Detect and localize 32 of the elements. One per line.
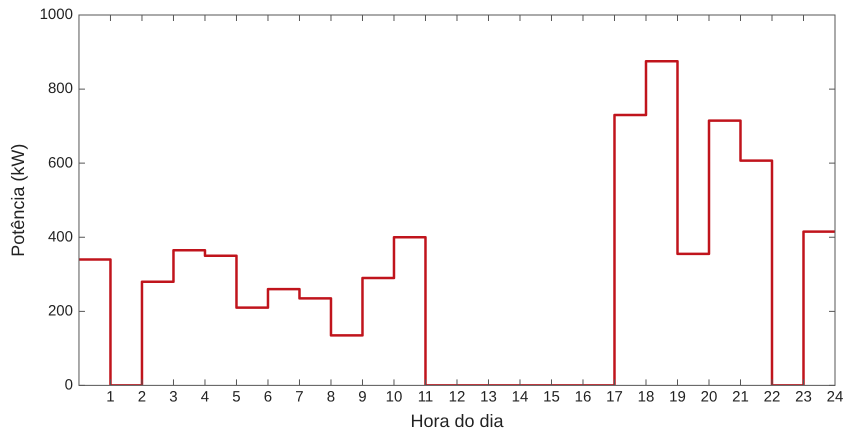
x-tick-label: 2 xyxy=(138,388,146,406)
x-tick-label: 21 xyxy=(732,388,749,406)
x-tick-label: 7 xyxy=(295,388,304,406)
x-tick-label: 15 xyxy=(543,388,560,406)
y-tick-label: 800 xyxy=(48,80,73,98)
x-tick-label: 8 xyxy=(326,388,336,406)
x-tick-label: 16 xyxy=(574,388,592,406)
x-tick-label: 12 xyxy=(448,388,466,406)
x-tick-label: 13 xyxy=(480,388,497,406)
x-tick-label: 17 xyxy=(606,388,623,406)
x-tick-label: 20 xyxy=(700,388,718,406)
x-tick-label: 5 xyxy=(232,388,241,406)
y-axis-title: Potência (kW) xyxy=(8,144,28,257)
y-tick-label: 600 xyxy=(48,154,73,172)
y-tick-label: 0 xyxy=(64,376,73,394)
y-tick-label: 200 xyxy=(48,302,73,320)
x-tick-label: 10 xyxy=(386,388,402,406)
x-tick-label: 9 xyxy=(358,388,367,406)
x-tick-label: 14 xyxy=(512,388,528,406)
x-tick-label: 18 xyxy=(638,388,654,406)
x-tick-label: 22 xyxy=(764,388,780,406)
x-tick-label: 19 xyxy=(669,388,686,406)
y-tick-label: 1000 xyxy=(40,6,73,24)
x-tick-label: 24 xyxy=(826,388,844,406)
x-tick-label: 23 xyxy=(795,388,812,406)
x-axis-title: Hora do dia xyxy=(410,411,504,432)
x-tick-label: 11 xyxy=(418,388,434,406)
x-tick-label: 6 xyxy=(264,388,272,406)
x-tick-label: 3 xyxy=(169,388,178,406)
x-tick-label: 4 xyxy=(200,388,210,406)
y-tick-label: 400 xyxy=(48,228,73,246)
x-tick-label: 1 xyxy=(106,388,115,406)
